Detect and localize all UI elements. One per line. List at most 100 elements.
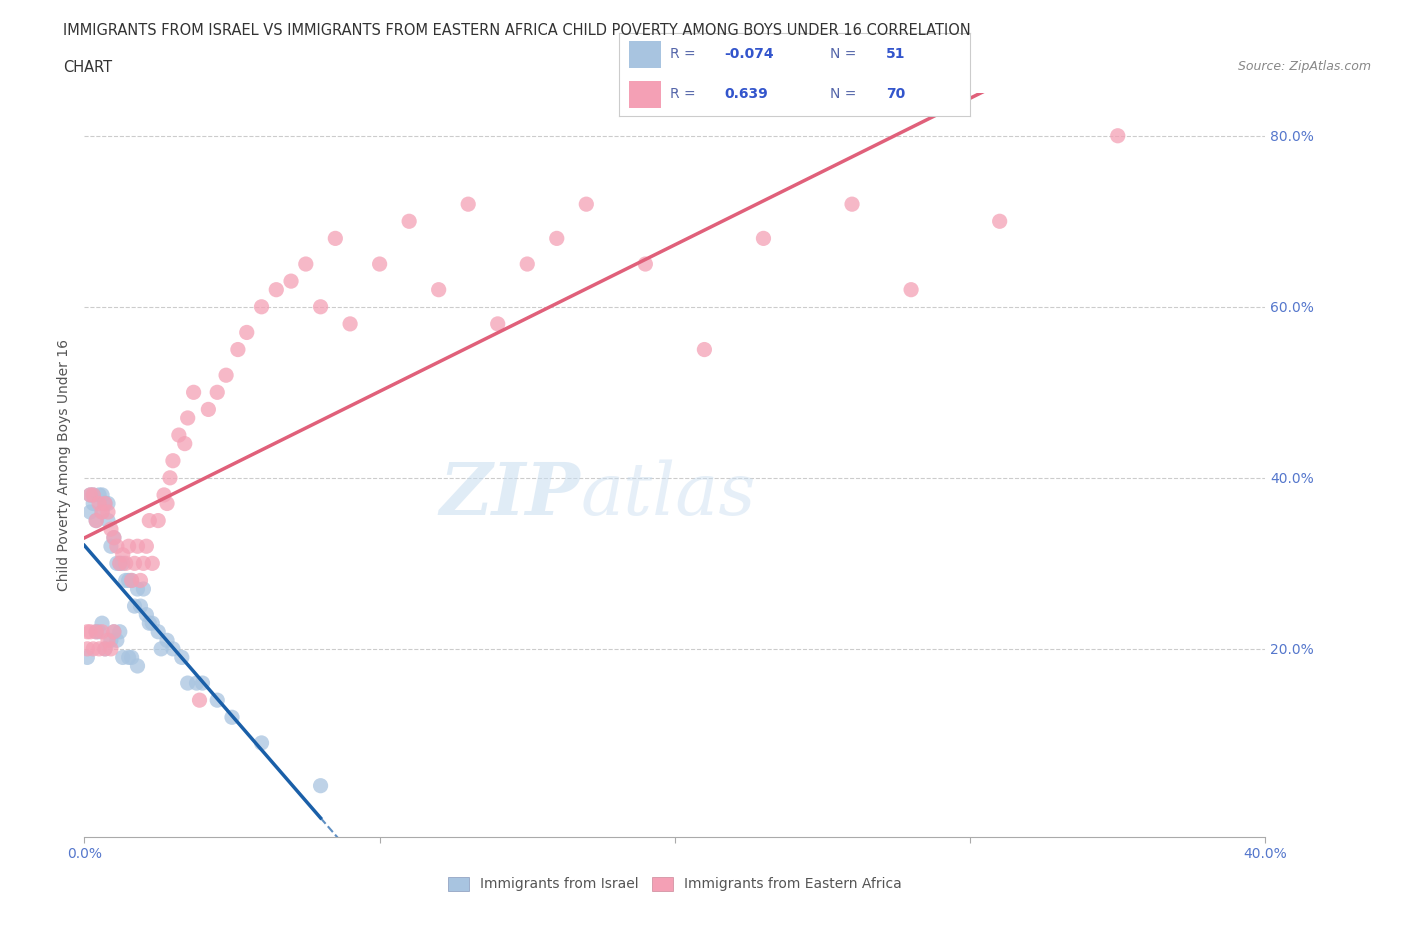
Point — [309, 778, 332, 793]
Point — [150, 642, 173, 657]
Point — [111, 548, 134, 563]
Point — [89, 624, 111, 639]
Point — [103, 530, 125, 545]
Point — [103, 624, 125, 639]
Point — [250, 299, 273, 314]
Point — [108, 624, 131, 639]
Point — [427, 282, 450, 297]
Point — [173, 436, 195, 451]
Point — [170, 650, 193, 665]
Point — [84, 513, 107, 528]
Text: 70: 70 — [886, 87, 905, 101]
Text: -0.074: -0.074 — [724, 47, 773, 61]
Point — [295, 257, 318, 272]
Point — [94, 496, 117, 511]
FancyBboxPatch shape — [630, 81, 661, 108]
Point — [97, 513, 120, 528]
Point — [368, 257, 391, 272]
Point — [79, 487, 101, 502]
Point — [153, 487, 176, 502]
Point — [100, 538, 122, 553]
Point — [280, 273, 302, 288]
Point — [186, 675, 208, 690]
Point — [132, 581, 155, 596]
Point — [148, 624, 170, 639]
Point — [205, 385, 228, 400]
Point — [183, 385, 205, 400]
Point — [135, 538, 157, 553]
Point — [89, 496, 111, 511]
Text: CHART: CHART — [63, 60, 112, 75]
Point — [141, 556, 163, 571]
Point — [188, 693, 211, 708]
Text: atlas: atlas — [581, 459, 756, 530]
Point — [634, 257, 657, 272]
Point — [82, 496, 104, 511]
Point — [100, 642, 122, 657]
Point — [398, 214, 420, 229]
Point — [91, 505, 114, 520]
Point — [94, 642, 117, 657]
Point — [111, 556, 134, 571]
Point — [114, 573, 136, 588]
Point — [108, 556, 131, 571]
Point — [221, 710, 243, 724]
Point — [105, 538, 128, 553]
Point — [79, 624, 101, 639]
Point — [82, 642, 104, 657]
Point — [124, 599, 146, 614]
Point — [108, 556, 131, 571]
Point — [114, 556, 136, 571]
Point — [79, 487, 101, 502]
Point — [89, 487, 111, 502]
Point — [141, 616, 163, 631]
Point — [124, 556, 146, 571]
Point — [97, 496, 120, 511]
Point — [121, 650, 143, 665]
Point — [91, 505, 114, 520]
Point — [156, 633, 179, 648]
Point — [167, 428, 190, 443]
Point — [121, 573, 143, 588]
Point — [264, 282, 288, 297]
Text: R =: R = — [669, 47, 695, 61]
Point — [486, 316, 509, 331]
Point — [118, 538, 141, 553]
Point — [516, 257, 538, 272]
Point — [129, 573, 152, 588]
Point — [121, 573, 143, 588]
Point — [752, 231, 775, 246]
Text: 0.639: 0.639 — [724, 87, 768, 101]
FancyBboxPatch shape — [630, 41, 661, 68]
Point — [84, 624, 107, 639]
Point — [236, 325, 259, 339]
Point — [148, 513, 170, 528]
Point — [250, 736, 273, 751]
Point — [575, 197, 598, 212]
Point — [97, 505, 120, 520]
Point — [156, 496, 179, 511]
Point — [82, 487, 104, 502]
Point — [132, 556, 155, 571]
Point — [103, 530, 125, 545]
Point — [457, 197, 479, 212]
Point — [105, 633, 128, 648]
Point — [162, 642, 184, 657]
Point — [100, 633, 122, 648]
Point — [94, 496, 117, 511]
Point — [127, 658, 149, 673]
Point — [309, 299, 332, 314]
Point — [693, 342, 716, 357]
Point — [205, 693, 228, 708]
Point — [159, 471, 181, 485]
Text: R =: R = — [669, 87, 695, 101]
Point — [76, 642, 98, 657]
Point — [323, 231, 347, 246]
Point — [135, 607, 157, 622]
Point — [84, 624, 107, 639]
Point — [94, 642, 117, 657]
Point — [91, 624, 114, 639]
Point — [91, 616, 114, 631]
Point — [111, 650, 134, 665]
Point — [546, 231, 568, 246]
